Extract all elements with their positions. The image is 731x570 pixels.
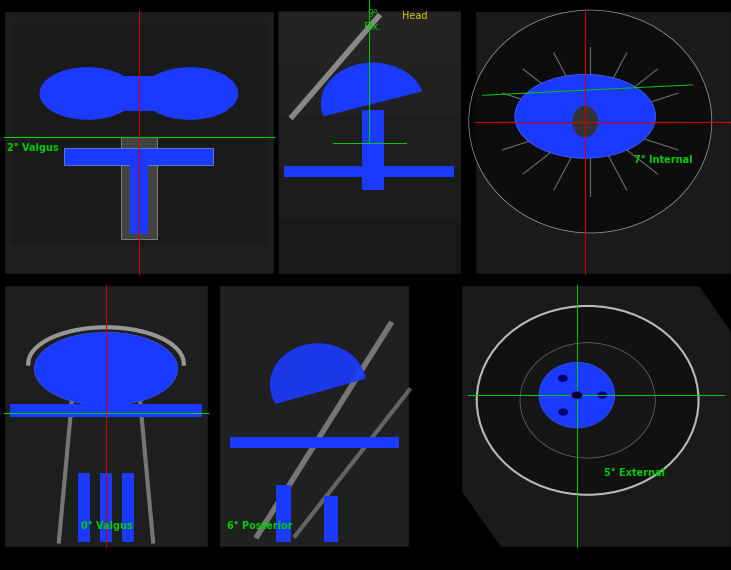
Ellipse shape <box>558 409 568 416</box>
FancyBboxPatch shape <box>219 285 409 547</box>
Text: 2° Valgus: 2° Valgus <box>7 142 59 153</box>
FancyBboxPatch shape <box>278 221 461 274</box>
FancyBboxPatch shape <box>100 473 112 542</box>
Polygon shape <box>270 344 365 403</box>
Ellipse shape <box>118 345 155 372</box>
Ellipse shape <box>598 392 607 398</box>
Ellipse shape <box>515 74 656 158</box>
FancyBboxPatch shape <box>284 166 454 177</box>
FancyBboxPatch shape <box>88 76 190 111</box>
FancyBboxPatch shape <box>4 285 208 547</box>
Text: 6° Posterior: 6° Posterior <box>227 521 292 531</box>
FancyBboxPatch shape <box>278 64 461 116</box>
FancyBboxPatch shape <box>475 11 731 274</box>
FancyBboxPatch shape <box>64 148 213 165</box>
Text: 5° External: 5° External <box>604 469 665 478</box>
FancyBboxPatch shape <box>78 473 90 542</box>
FancyBboxPatch shape <box>276 484 291 542</box>
Ellipse shape <box>539 363 615 428</box>
FancyBboxPatch shape <box>122 473 134 542</box>
FancyBboxPatch shape <box>10 404 202 417</box>
FancyBboxPatch shape <box>121 137 157 239</box>
Ellipse shape <box>558 375 567 382</box>
FancyBboxPatch shape <box>461 285 731 547</box>
Text: 9°: 9° <box>368 9 378 19</box>
Ellipse shape <box>572 392 583 399</box>
FancyBboxPatch shape <box>278 11 461 64</box>
Ellipse shape <box>469 10 712 233</box>
FancyBboxPatch shape <box>130 154 148 234</box>
Polygon shape <box>461 490 501 547</box>
Text: Flx.: Flx. <box>364 22 382 32</box>
Ellipse shape <box>143 68 238 119</box>
FancyBboxPatch shape <box>11 23 267 245</box>
Text: 0° Valgus: 0° Valgus <box>81 521 133 531</box>
Text: 7° Internal: 7° Internal <box>634 156 692 165</box>
Ellipse shape <box>57 345 94 372</box>
FancyBboxPatch shape <box>4 11 274 274</box>
Ellipse shape <box>572 106 598 137</box>
Ellipse shape <box>520 343 655 458</box>
FancyBboxPatch shape <box>278 169 461 221</box>
Text: Head: Head <box>402 11 428 21</box>
Polygon shape <box>322 63 422 116</box>
FancyBboxPatch shape <box>278 116 461 169</box>
FancyBboxPatch shape <box>324 496 338 542</box>
Ellipse shape <box>477 306 699 495</box>
FancyBboxPatch shape <box>278 11 461 274</box>
Ellipse shape <box>34 332 178 406</box>
Ellipse shape <box>40 68 135 119</box>
FancyBboxPatch shape <box>230 437 399 448</box>
FancyBboxPatch shape <box>362 110 384 190</box>
Polygon shape <box>699 285 731 332</box>
